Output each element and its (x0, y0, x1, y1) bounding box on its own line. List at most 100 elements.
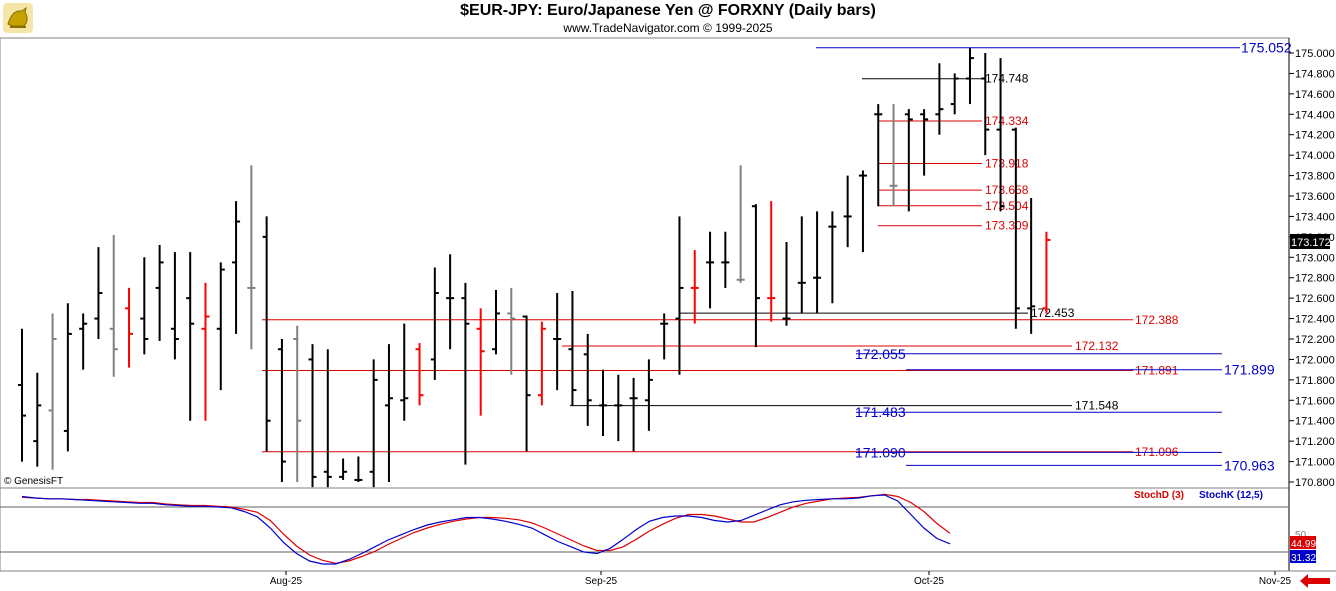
ohlc-bar (537, 321, 546, 406)
ohlc-bar (553, 293, 562, 391)
y-tick-label: 171.400 (1295, 416, 1335, 428)
level-label: 170.963 (1224, 457, 1275, 473)
ohlc-bar (675, 216, 684, 375)
ohlc-bar (79, 313, 88, 370)
stoch-50-tick: 50 (1295, 530, 1307, 541)
ohlc-bar (216, 262, 225, 391)
level-label: 175.052 (1241, 40, 1292, 56)
ohlc-bar (614, 374, 623, 442)
y-tick-label: 172.200 (1295, 334, 1335, 346)
ohlc-bar (813, 211, 822, 314)
y-tick-label: 173.000 (1295, 252, 1335, 264)
level-label: 173.918 (985, 157, 1029, 171)
ohlc-bar (18, 328, 26, 462)
ohlc-bar (568, 290, 577, 406)
level-label: 172.453 (1031, 306, 1075, 320)
y-axis-area (1289, 38, 1336, 571)
y-tick-label: 171.800 (1295, 375, 1335, 387)
ohlc-bar (644, 359, 653, 431)
ohlc-bar (660, 313, 669, 360)
y-tick-label: 172.000 (1295, 354, 1335, 366)
ohlc-bar (491, 289, 500, 355)
stochd-line (21, 493, 951, 564)
ohlc-bar (690, 250, 699, 324)
ohlc-bar (1042, 231, 1051, 314)
ohlc-bar (583, 333, 592, 426)
y-tick-label: 174.800 (1295, 68, 1335, 80)
stochd-last-tag (1290, 536, 1316, 549)
y-tick-label: 171.600 (1295, 395, 1335, 407)
y-tick-label: 172.400 (1295, 314, 1335, 326)
y-tick-label: 172.600 (1295, 293, 1335, 305)
ohlc-bar (782, 241, 791, 326)
ohlc-bar (797, 216, 806, 314)
ohlc-bar (339, 458, 348, 480)
price-panel (0, 37, 1290, 489)
level-label: 174.748 (985, 72, 1029, 86)
stochk-last-value: 31.32 (1291, 553, 1316, 564)
ohlc-bar (476, 308, 485, 416)
level-label: 171.090 (855, 444, 906, 460)
x-tick-label: Sep-25 (585, 576, 618, 587)
ohlc-bar (736, 165, 745, 283)
ohlc-bar (446, 254, 455, 350)
level-label: 172.388 (1135, 313, 1179, 327)
level-label: 172.132 (1075, 339, 1119, 353)
level-label: 171.096 (1135, 445, 1179, 459)
genesis-bull-logo-icon (3, 3, 33, 33)
level-label: 172.055 (855, 346, 906, 362)
watermark: © GenesisFT (4, 476, 63, 487)
ohlc-bar (170, 252, 179, 360)
stochk-legend: StochK (12,5) (1199, 490, 1263, 501)
ohlc-bar (186, 252, 195, 421)
y-tick-label: 172.800 (1295, 273, 1335, 285)
ohlc-bar (889, 104, 898, 207)
ohlc-bar (599, 369, 608, 437)
ohlc-bar (874, 104, 883, 207)
ohlc-bar (277, 339, 286, 482)
level-label: 171.899 (1224, 362, 1275, 378)
ohlc-bar (629, 377, 638, 452)
x-tick-label: Nov-25 (1259, 576, 1292, 587)
level-label: 171.483 (855, 404, 906, 420)
ohlc-bar (522, 315, 531, 452)
chart-title: $EUR-JPY: Euro/Japanese Yen @ FORXNY (Da… (460, 2, 876, 19)
chart-subtitle: www.TradeNavigator.com © 1999-2025 (563, 21, 773, 35)
ohlc-bar (935, 63, 944, 135)
x-tick-label: Oct-25 (914, 576, 944, 587)
y-tick-label: 170.800 (1295, 477, 1335, 489)
ohlc-bar (48, 313, 57, 470)
ohlc-bar (767, 201, 776, 322)
ohlc-bar (415, 343, 424, 406)
ohlc-bar (308, 344, 317, 488)
level-label: 171.891 (1135, 364, 1179, 378)
x-tick-label: Aug-25 (270, 576, 303, 587)
ohlc-bar (354, 456, 363, 482)
y-tick-label: 173.400 (1295, 211, 1335, 223)
ohlc-bar (965, 47, 974, 105)
ohlc-bar (140, 257, 149, 355)
ohlc-bar (461, 282, 470, 465)
ohlc-bar (920, 109, 929, 176)
y-tick-label: 175.000 (1295, 48, 1335, 60)
y-tick-label: 174.400 (1295, 109, 1335, 121)
y-tick-label: 171.200 (1295, 436, 1335, 448)
ohlc-bar (706, 231, 715, 309)
last-price-tag (1290, 234, 1330, 249)
stochk-last-tag (1290, 550, 1316, 563)
ohlc-bar (293, 325, 302, 482)
ohlc-bar (33, 372, 42, 467)
y-tick-label: 174.600 (1295, 89, 1335, 101)
stochk-line (21, 494, 951, 565)
scroll-left-arrow-icon[interactable] (1300, 574, 1330, 588)
ohlc-bar (63, 303, 72, 452)
y-tick-label: 173.600 (1295, 191, 1335, 203)
level-label: 171.548 (1075, 399, 1119, 413)
ohlc-bar (904, 109, 913, 212)
level-label: 173.504 (985, 199, 1029, 213)
y-tick-label: 173.800 (1295, 171, 1335, 183)
ohlc-bar (751, 204, 760, 348)
ohlc-bar (1027, 198, 1036, 334)
ohlc-bar (1011, 127, 1020, 329)
